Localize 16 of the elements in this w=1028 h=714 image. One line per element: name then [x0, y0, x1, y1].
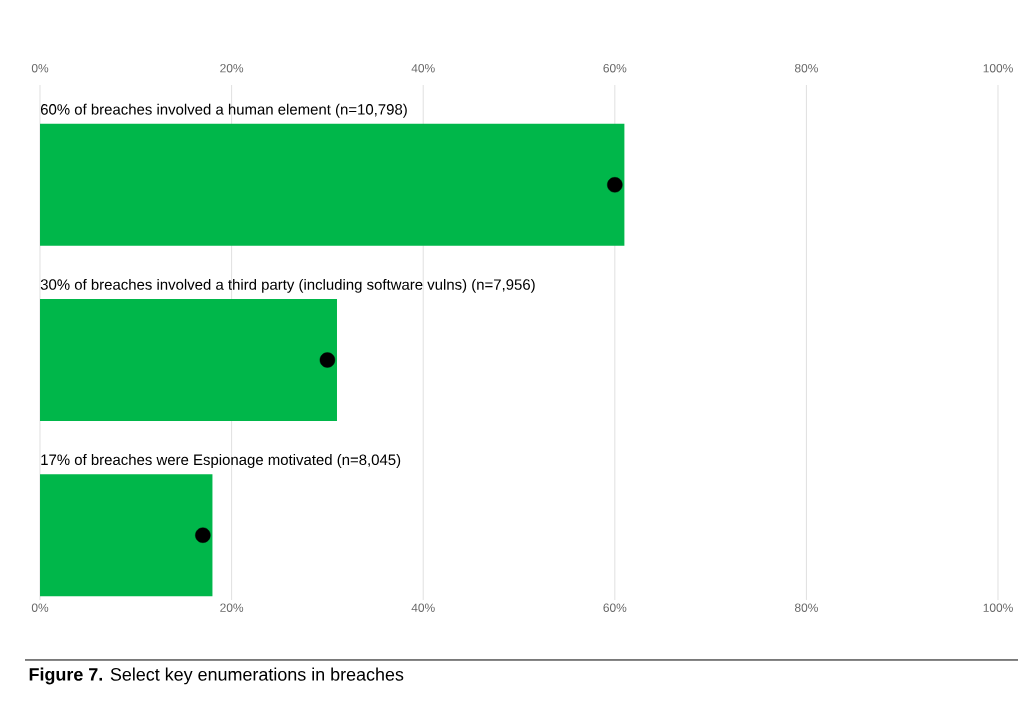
x-tick-label: 80%: [794, 64, 818, 73]
y-tick-label: 17% of breaches were Espionage motivated (n=8,045): [41, 454, 401, 468]
x2-tick-label: 80%: [794, 603, 818, 612]
x-tick-label: 0%: [31, 64, 49, 73]
x2-tick-label: 0%: [31, 603, 49, 612]
x2-tick-label: 40%: [411, 603, 435, 612]
x2-tick-label: 20%: [220, 603, 244, 612]
y-tick-label: 60% of breaches involved a human element (n=10,798): [40, 103, 407, 118]
x2-tick-label: 60%: [603, 603, 627, 612]
y-tick-label: 30% of breaches involved a third party (including software vulns) (n=7,956): [40, 278, 535, 293]
x-tick-label: 100%: [983, 64, 1013, 73]
x-tick-label: 60%: [603, 64, 627, 73]
x-tick-label: 20%: [220, 64, 244, 73]
x-tick-label: 40%: [411, 64, 435, 73]
text: Figure 7. Select key enumerations in breaches: [29, 667, 404, 685]
x2-tick-label: 100%: [983, 603, 1013, 612]
